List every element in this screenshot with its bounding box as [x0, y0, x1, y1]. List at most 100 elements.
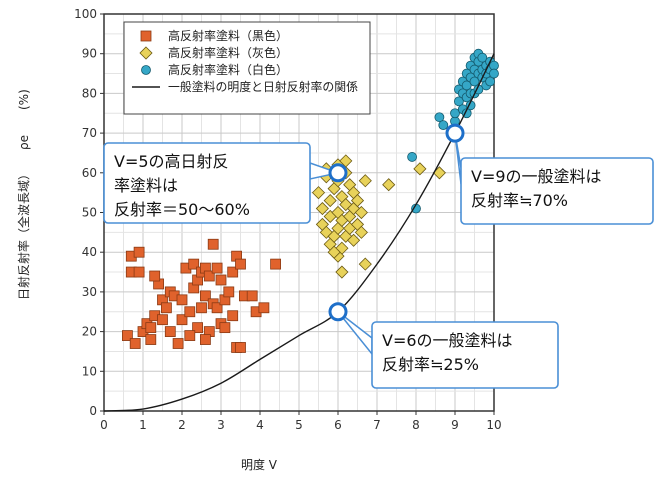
data-point-square	[227, 310, 239, 322]
x-axis-label: 明度 V	[241, 457, 278, 472]
data-point-square	[176, 294, 188, 306]
callout-text: V=9の一般塗料は	[471, 167, 602, 186]
data-point-circle	[434, 112, 445, 123]
data-point-diamond	[358, 257, 372, 271]
data-point-circle	[469, 76, 480, 87]
callout-box	[371, 321, 559, 389]
y-tick-label: 10	[82, 364, 97, 378]
data-point-square	[235, 342, 246, 353]
callout-text: 率塗料は	[114, 176, 178, 195]
data-point-diamond	[315, 201, 329, 216]
data-point-circle	[453, 96, 464, 107]
x-tick-label: 0	[100, 418, 108, 432]
data-point-diamond	[327, 245, 341, 259]
data-point-square	[145, 322, 157, 334]
y-tick-label: 0	[89, 404, 97, 418]
data-point-square	[219, 322, 231, 334]
y-tick-label: 60	[82, 166, 97, 180]
y-axis-symbol: ρe	[17, 135, 31, 150]
y-axis-unit: (%)	[17, 89, 31, 110]
highlight-point	[328, 302, 348, 322]
x-tick-label: 6	[334, 418, 342, 432]
x-tick-label: 4	[256, 418, 264, 432]
legend-label: 高反射率塗料（黒色）	[168, 28, 288, 43]
y-tick-label: 20	[82, 325, 97, 339]
data-point-square	[184, 306, 196, 318]
y-axis-label-group: 日射反射率（全波長域） ρe (%)	[16, 89, 31, 300]
data-point-square	[133, 266, 145, 278]
data-point-circle	[450, 108, 460, 119]
data-point-square	[215, 274, 227, 286]
data-point-square	[211, 262, 223, 274]
data-point-square	[172, 338, 184, 349]
data-point-square	[184, 330, 196, 341]
data-point-square	[235, 258, 246, 270]
data-point-square	[196, 302, 207, 314]
y-tick-label: 50	[82, 206, 97, 220]
x-tick-label: 5	[295, 418, 303, 432]
data-point-circle	[485, 76, 496, 87]
legend-label: 高反射率塗料（白色）	[168, 62, 288, 77]
callout-text: 反射率≒70%	[471, 191, 568, 210]
callout-text: V=6の一般塗料は	[382, 331, 513, 350]
y-tick-label: 40	[82, 245, 97, 259]
data-point-diamond	[350, 194, 365, 208]
data-point-diamond	[382, 178, 396, 192]
data-point-square	[157, 314, 168, 326]
data-point-square	[133, 246, 145, 258]
data-point-square	[227, 266, 239, 278]
data-point-circle	[438, 120, 449, 131]
x-tick-label: 8	[412, 418, 420, 432]
legend-label: 一般塗料の明度と日射反射率の関係	[168, 79, 358, 94]
data-point-circle	[407, 152, 418, 162]
data-point-square	[246, 290, 258, 302]
callout-text: 反射率≒25%	[382, 355, 479, 374]
data-point-diamond	[413, 162, 427, 176]
highlight-point	[328, 163, 348, 183]
data-point-square	[140, 30, 152, 42]
data-point-square	[207, 238, 219, 250]
data-point-diamond	[335, 265, 349, 279]
data-point-circle	[141, 65, 151, 75]
data-point-diamond	[139, 46, 153, 60]
y-tick-label: 70	[82, 126, 97, 140]
data-point-square	[149, 270, 161, 282]
y-axis: 0 10 20 30 40 50 60 70 80 90 100	[74, 7, 104, 418]
y-tick-label: 100	[74, 7, 97, 21]
y-tick-label: 90	[82, 47, 97, 61]
callout-text: V=5の高日射反	[114, 152, 229, 171]
data-point-square	[258, 302, 270, 314]
data-point-diamond	[354, 225, 368, 239]
curve-line	[103, 53, 495, 412]
legend-label: 高反射率塗料（灰色）	[168, 45, 288, 60]
highlight-markers	[328, 123, 465, 322]
data-point-circle	[489, 68, 499, 79]
data-point-diamond	[311, 186, 326, 200]
data-point-diamond	[358, 174, 372, 188]
callout-text: 反射率＝50～60%	[114, 200, 250, 219]
x-tick-label: 3	[217, 418, 225, 432]
x-tick-label: 10	[486, 418, 501, 432]
data-point-square	[199, 334, 211, 345]
data-point-square	[199, 290, 211, 302]
legend: 高反射率塗料（黒色） 高反射率塗料（灰色） 高反射率塗料（白色） 一般塗料の明度と日射…	[123, 21, 371, 115]
data-point-square	[223, 286, 235, 298]
data-point-square	[176, 314, 188, 326]
data-point-square	[129, 338, 141, 349]
data-point-square	[270, 258, 282, 270]
y-tick-label: 30	[82, 285, 97, 299]
callout-box	[103, 142, 311, 224]
data-point-square	[160, 302, 172, 314]
data-point-square	[211, 302, 223, 314]
y-tick-label: 80	[82, 86, 97, 100]
x-tick-label: 2	[178, 418, 186, 432]
data-point-diamond	[347, 233, 361, 247]
highlight-point	[445, 123, 465, 143]
data-point-diamond	[339, 154, 353, 168]
x-tick-label: 7	[373, 418, 381, 432]
data-marks	[122, 48, 499, 353]
data-point-square	[145, 334, 157, 345]
data-point-square	[192, 322, 204, 334]
